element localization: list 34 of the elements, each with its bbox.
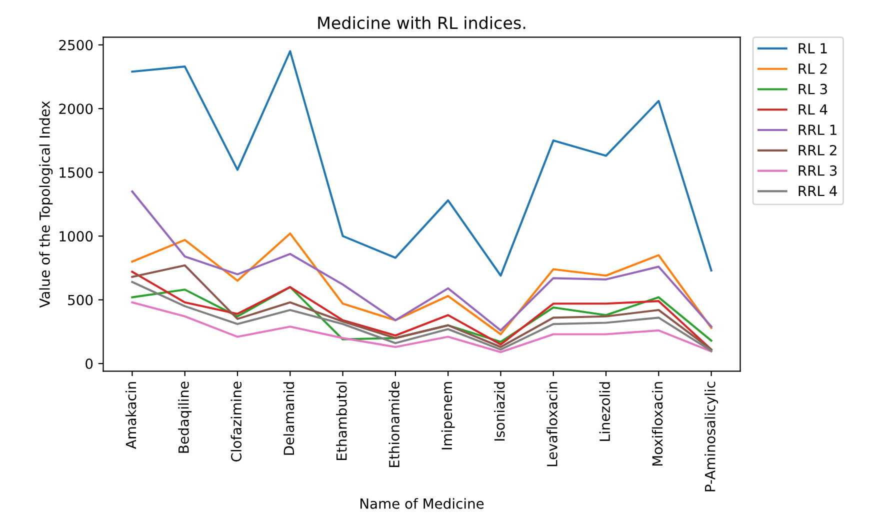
x-tick-label: Bedaqiline	[178, 382, 192, 453]
x-tick-label: Linezolid	[599, 382, 610, 441]
legend-label: RRL 1	[798, 124, 836, 135]
legend-label: RRL 3	[798, 165, 837, 176]
line-series	[131, 286, 712, 343]
y-tick-label: 500	[68, 294, 93, 306]
line-series	[131, 301, 712, 354]
y-tick-label: 1500	[60, 167, 93, 178]
x-tick-label: Ethambutol	[336, 382, 347, 460]
x-tick-label: Isoniazid	[494, 382, 505, 441]
x-tick-label: Levafloxacin	[546, 382, 558, 466]
legend-label: RL 3	[798, 84, 827, 94]
line-series	[131, 190, 712, 332]
line-series	[131, 50, 712, 277]
x-axis-title: Name of Medicine	[360, 498, 484, 509]
y-tick-label: 1000	[60, 231, 93, 242]
legend-label: RL 4	[798, 104, 828, 114]
y-tick-label: 2000	[59, 104, 93, 114]
x-tick-label: Clofazimine	[230, 382, 242, 462]
x-tick-label: Imipenem	[441, 382, 455, 450]
line-series	[131, 232, 712, 336]
chart-title: Medicine with RL indices.	[318, 16, 526, 30]
legend-label: RL 2	[798, 63, 827, 74]
x-tick-label: Amakacin	[125, 382, 136, 449]
y-tick-label: 2500	[59, 40, 93, 50]
legend-label: RRL 2	[798, 144, 836, 156]
y-axis-title: Value of the Topological Index	[39, 101, 53, 308]
y-tick-label: 0	[86, 358, 93, 370]
x-tick-label: Ethionamide	[388, 382, 400, 468]
x-tick-label: P-Aminosalicylic	[704, 382, 718, 492]
x-tick-label: Moxifloxacin	[652, 382, 663, 466]
legend-label: RL 1	[798, 43, 827, 54]
x-tick-label: Delamanid	[283, 382, 294, 455]
legend-label: RRL 4	[798, 186, 837, 196]
